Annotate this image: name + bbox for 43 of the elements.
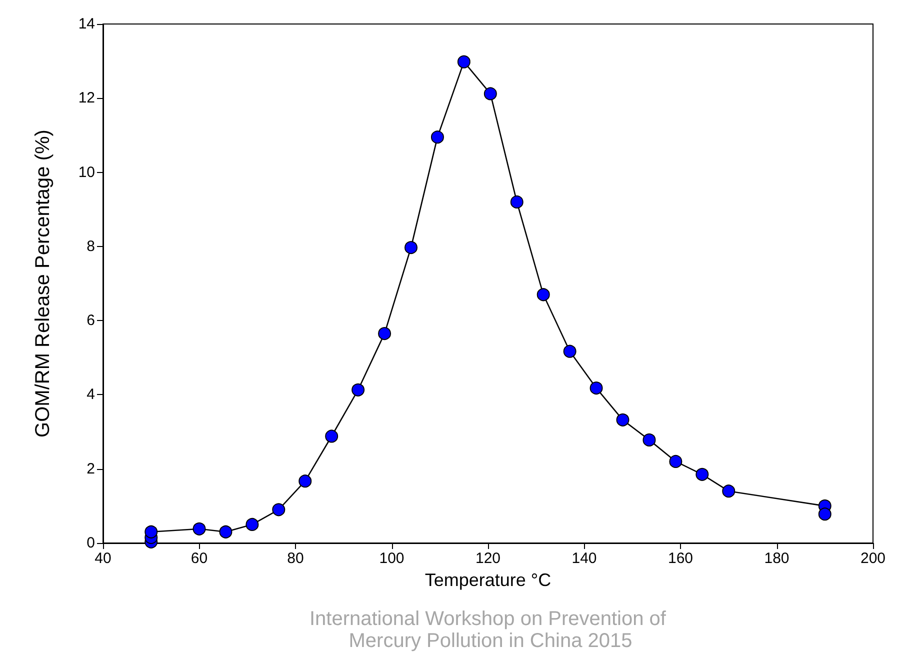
point <box>404 241 418 254</box>
y-tick-label: 0 <box>86 534 95 552</box>
y-tick-label: 2 <box>86 460 95 478</box>
x-tick-label: 160 <box>668 550 694 567</box>
x-tick-label: 140 <box>572 550 597 567</box>
point <box>722 484 736 498</box>
point <box>669 454 682 468</box>
point <box>298 474 312 488</box>
point <box>563 344 576 358</box>
x-tick-label: 60 <box>190 550 208 567</box>
x-tick-label: 200 <box>860 550 886 567</box>
point <box>192 522 206 536</box>
y-tick-label: 6 <box>86 312 95 330</box>
y-tick-label: 4 <box>86 386 95 404</box>
x-tick-label: 40 <box>94 550 112 567</box>
y-tick-label: 12 <box>78 90 95 107</box>
point <box>430 130 444 144</box>
point <box>325 430 338 443</box>
text: International Workshop on Prevention of Mercury Pollution in China 2015 <box>309 608 672 652</box>
y-tick-label: 14 <box>78 16 95 32</box>
y-axis-title: GOM/RM Release Percentage (%) <box>32 130 54 438</box>
x-tick-label: 120 <box>475 550 501 567</box>
point <box>590 382 603 395</box>
x-tick-label: 100 <box>379 550 404 567</box>
point <box>457 55 470 68</box>
point <box>616 413 630 426</box>
point <box>696 468 709 481</box>
x-tick-label: 180 <box>764 550 790 567</box>
x-axis-title: Temperature °C <box>424 570 552 590</box>
point <box>510 195 524 208</box>
y-tick-label: 10 <box>78 164 95 181</box>
y-tick-label: 8 <box>86 238 95 255</box>
point <box>246 518 259 531</box>
point <box>219 525 232 538</box>
point <box>484 87 497 100</box>
point <box>378 327 392 340</box>
point <box>272 503 286 516</box>
point <box>536 288 550 302</box>
point <box>818 508 832 521</box>
x-tick-label: 80 <box>287 550 304 567</box>
point <box>642 433 656 446</box>
point <box>352 383 365 396</box>
point <box>144 525 158 538</box>
